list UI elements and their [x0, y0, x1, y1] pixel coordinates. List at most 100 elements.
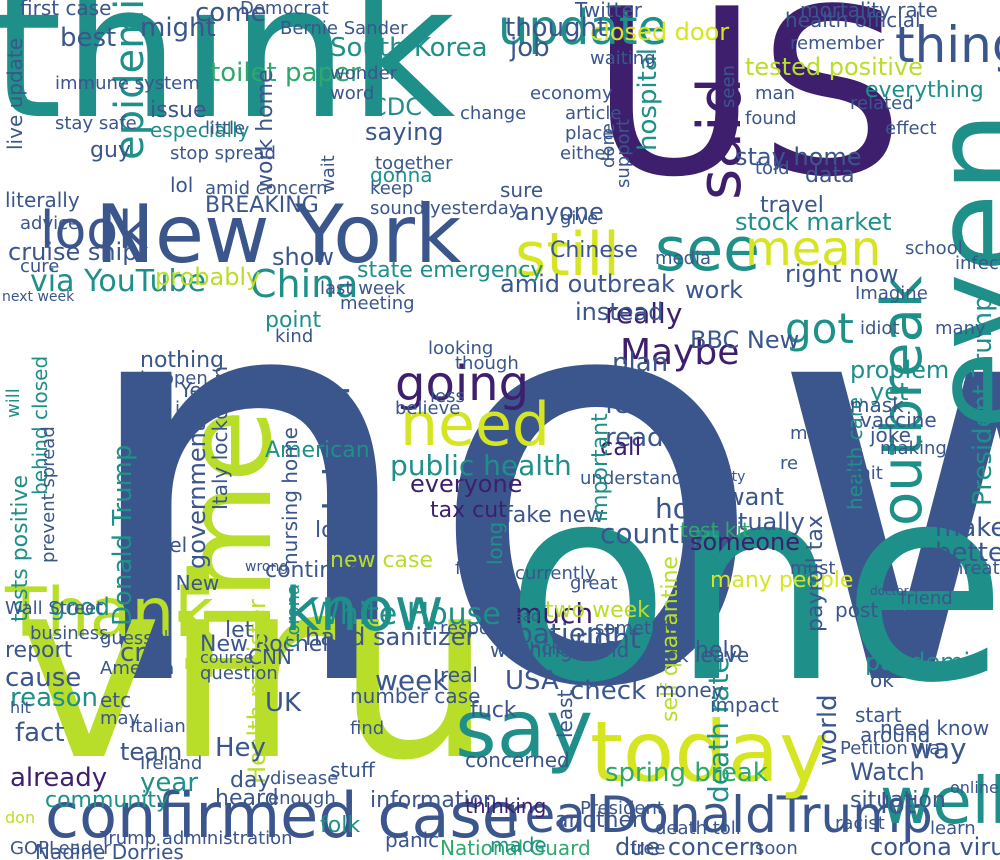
cloud-word: Yeah: [180, 378, 227, 402]
cloud-word: thinking: [465, 794, 547, 818]
cloud-word: Hey: [215, 733, 266, 763]
cloud-word: currently: [515, 563, 596, 584]
cloud-word: city: [720, 469, 746, 485]
cloud-word: much: [515, 597, 594, 630]
cloud-word: Bernie Sander: [280, 18, 408, 39]
cloud-word: start: [855, 703, 902, 727]
cloud-word: though: [455, 353, 519, 374]
cloud-word: New Rochelle: [200, 632, 349, 657]
cloud-word: cruise ship: [8, 238, 138, 266]
cloud-word: Italian: [130, 716, 186, 737]
cloud-word: waiting: [590, 48, 656, 69]
cloud-word: year: [140, 768, 199, 798]
cloud-word: head: [505, 609, 540, 625]
cloud-word: situation: [850, 788, 946, 813]
cloud-word: going: [395, 356, 530, 412]
cloud-word: soon: [755, 838, 798, 859]
cloud-word: might: [140, 13, 216, 43]
cloud-word: test kit: [680, 518, 750, 542]
cloud-word: New York: [95, 188, 462, 281]
cloud-word: crisi: [120, 638, 173, 668]
cloud-word: yesterday: [430, 198, 520, 219]
cloud-word: find: [350, 718, 385, 739]
cloud-word: President: [580, 798, 664, 819]
cloud-word: show: [272, 243, 335, 271]
cloud-word: South Korea: [330, 33, 488, 63]
cloud-word: let: [225, 618, 254, 643]
cloud-word: reason: [10, 683, 98, 713]
cloud-word: one: [505, 427, 1000, 742]
cloud-word: course: [200, 648, 254, 667]
cloud-word: hope: [655, 492, 725, 525]
cloud-word: amid concern: [205, 178, 328, 199]
cloud-word: cause: [5, 663, 82, 693]
cloud-word: little: [205, 118, 246, 139]
cloud-word: update: [498, 0, 668, 56]
cloud-word: man: [755, 83, 795, 104]
cloud-word: plan: [612, 348, 669, 378]
cloud-word: amid outbreak: [500, 270, 675, 298]
cloud-word: mask: [850, 393, 904, 417]
cloud-word: Petition via: [840, 738, 941, 759]
cloud-word: tested positive: [745, 53, 923, 81]
cloud-word: happen: [140, 368, 208, 389]
cloud-word: told: [755, 158, 790, 179]
cloud-word: racist: [835, 813, 885, 834]
cloud-word: feel: [150, 533, 188, 557]
cloud-word: government: [183, 422, 211, 569]
cloud-word: US: [590, 0, 905, 228]
cloud-word: effect: [885, 118, 937, 139]
cloud-word: mean: [745, 221, 882, 277]
cloud-word: keep: [370, 178, 414, 199]
cloud-word: seen: [718, 65, 739, 108]
cloud-word: sound: [370, 198, 425, 219]
cloud-word: vaccine: [860, 408, 937, 432]
cloud-word: change: [460, 103, 527, 124]
cloud-word: spring break: [605, 758, 768, 788]
cloud-word: kind: [275, 326, 314, 347]
cloud-word: friend: [900, 588, 953, 609]
cloud-word: economy: [530, 83, 613, 104]
cloud-word: last week: [320, 278, 406, 299]
cloud-word: report: [5, 638, 73, 663]
cloud-word: thought: [505, 13, 608, 43]
cloud-word: article: [565, 103, 622, 124]
cloud-word: remember: [790, 33, 885, 54]
cloud-word: Twitter: [575, 0, 643, 22]
cloud-word: support: [613, 118, 634, 188]
cloud-word: love: [315, 518, 362, 543]
cloud-word: think: [0, 0, 456, 160]
cloud-word: free: [630, 838, 666, 859]
cloud-word: something: [595, 618, 691, 639]
cloud-word: issue: [150, 98, 207, 123]
cloud-word: fact: [15, 718, 65, 748]
cloud-word: Donald Trump: [108, 444, 138, 626]
cloud-word: media: [655, 248, 712, 269]
cloud-word: CNN: [248, 645, 292, 669]
cloud-word: America: [100, 658, 175, 679]
cloud-word: tell: [150, 629, 172, 645]
cloud-word: related: [850, 93, 914, 114]
cloud-word: pandemic: [865, 648, 984, 676]
cloud-word: mortality rate: [800, 0, 938, 22]
cloud-word: infected: [955, 253, 1000, 274]
cloud-word: stuff: [330, 758, 375, 782]
cloud-word: impact: [710, 693, 779, 717]
cloud-word: everything: [865, 78, 984, 103]
cloud-word: White House: [310, 597, 501, 632]
cloud-word: Wall Street: [5, 598, 104, 619]
cloud-word: make: [935, 513, 1000, 543]
cloud-word: disease: [270, 768, 339, 789]
cloud-word: folk: [320, 813, 361, 838]
cloud-word: still: [515, 220, 620, 290]
cloud-word: least: [553, 689, 577, 738]
cloud-word: USA: [505, 666, 559, 696]
cloud-word: Imagine: [855, 283, 928, 304]
cloud-word: instead: [575, 298, 664, 326]
cloud-word: BREAKING: [205, 193, 319, 218]
cloud-word: look: [40, 201, 149, 261]
cloud-word: wonder: [330, 63, 398, 84]
cloud-word: including: [525, 638, 607, 659]
cloud-word: two week: [545, 598, 650, 623]
cloud-word: help: [695, 638, 743, 663]
